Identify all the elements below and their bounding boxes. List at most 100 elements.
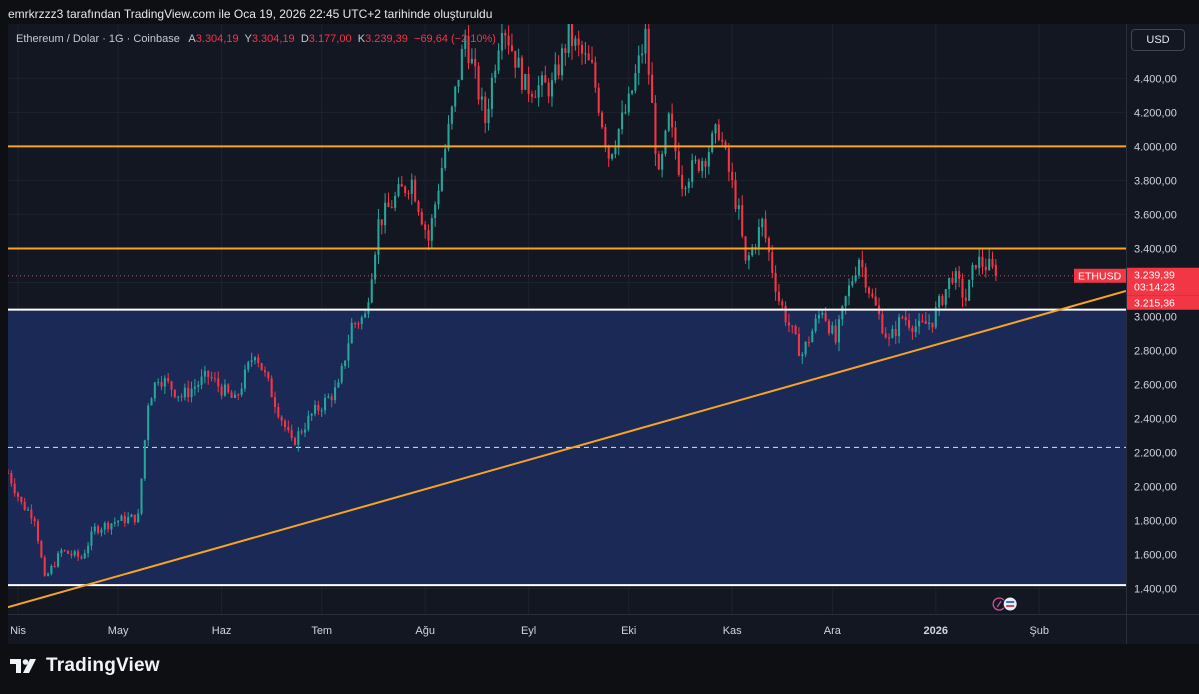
- currency-button[interactable]: USD: [1131, 29, 1185, 51]
- candle-body: [948, 277, 951, 290]
- time-scale[interactable]: Nis May Haz Tem Ağu Eyl Eki Kas Ara 2026 Şub: [8, 614, 1126, 645]
- candle-body: [117, 520, 120, 523]
- candle-body: [594, 62, 597, 88]
- time-tick-label: May: [108, 625, 129, 637]
- candle-body: [644, 28, 647, 54]
- price-tick-label: 2.600,00: [1134, 379, 1177, 391]
- support-price-tag: [1127, 295, 1199, 310]
- candle-body: [701, 160, 704, 171]
- candle-body: [213, 378, 216, 380]
- candle-body: [237, 394, 240, 396]
- candle-body: [964, 297, 967, 301]
- candle-body: [374, 254, 377, 280]
- candle-body: [537, 85, 540, 98]
- candle-body: [971, 264, 974, 280]
- news-icon-band: [1006, 601, 1015, 603]
- candle-body: [814, 318, 817, 332]
- event-flag-icon-mark: [996, 600, 1002, 608]
- candles: [8, 24, 997, 577]
- candle-body: [751, 247, 754, 256]
- candle-body: [157, 382, 160, 384]
- candle-body: [831, 325, 834, 334]
- candle-body: [450, 106, 453, 124]
- candle-body: [233, 394, 236, 398]
- candle-body: [354, 322, 357, 324]
- candle-body: [263, 370, 267, 373]
- candle-body: [397, 184, 400, 196]
- candle-body: [87, 545, 90, 554]
- candle-body: [677, 151, 680, 175]
- candle-body: [183, 387, 186, 398]
- candle-body: [654, 102, 657, 154]
- candle-body: [934, 307, 937, 328]
- change-value: −69,64 (−2,10%): [414, 33, 496, 45]
- news-icon-band: [1006, 605, 1015, 607]
- candle-body: [944, 289, 947, 305]
- candle-body: [827, 320, 831, 334]
- candle-body: [784, 305, 787, 323]
- price-scale[interactable]: 1.400,00 1.600,00 1.800,00 2.000,00 2.200,00…: [1126, 24, 1199, 614]
- candle-body: [210, 376, 213, 379]
- symbol-tag-label: ETHUSD: [1078, 271, 1122, 283]
- low-label: D: [300, 33, 309, 45]
- candle-body: [447, 123, 450, 149]
- price-tick-label: 2.800,00: [1134, 345, 1177, 357]
- candle-body: [891, 329, 894, 338]
- candle-body: [574, 38, 577, 46]
- candle-body: [100, 529, 103, 533]
- candle-body: [190, 388, 193, 398]
- candle-body: [394, 195, 397, 208]
- candle-body: [133, 514, 136, 523]
- candle-body: [140, 478, 143, 514]
- candle-body: [898, 317, 901, 337]
- countdown-value: 03:14:23: [1134, 282, 1175, 294]
- candle-body: [417, 201, 420, 212]
- candle-body: [320, 410, 323, 412]
- symbol-title[interactable]: Ethereum / Dolar · 1G · Coinbase: [16, 33, 180, 45]
- price-tick-label: 2.200,00: [1134, 447, 1177, 459]
- candle-body: [520, 57, 523, 90]
- candle-body: [123, 515, 126, 524]
- candle-body: [627, 93, 630, 113]
- candle-body: [524, 74, 527, 90]
- candle-body: [861, 259, 864, 268]
- candle-body: [590, 60, 594, 63]
- candle-body: [420, 211, 423, 225]
- candle-body: [550, 80, 554, 97]
- candle-body: [167, 378, 170, 382]
- candle-body: [871, 293, 874, 297]
- time-scale-svg: Nis May Haz Tem Ağu Eyl Eki Kas Ara 2026 Şub: [10, 625, 1049, 637]
- candle-body: [310, 413, 313, 416]
- price-tick-label: 3.400,00: [1134, 243, 1177, 255]
- candle-body: [928, 322, 931, 324]
- candle-body: [881, 314, 884, 334]
- candle-body: [10, 472, 13, 484]
- candle-body: [637, 55, 640, 74]
- candle-body: [40, 541, 43, 558]
- candle-body: [37, 521, 40, 542]
- candle-body: [924, 320, 927, 324]
- candle-body: [477, 66, 480, 100]
- candle-body: [767, 238, 770, 253]
- candle-body: [480, 96, 483, 100]
- candle-body: [220, 386, 223, 396]
- candle-body: [180, 396, 183, 398]
- last-price-tag: [1127, 267, 1199, 296]
- candle-body: [894, 329, 897, 337]
- candle-body: [884, 333, 887, 338]
- candle-body: [517, 57, 520, 68]
- candle-body: [207, 370, 210, 377]
- chart-plot-area[interactable]: ETHUSD: [8, 24, 1126, 614]
- candle-body: [674, 127, 677, 152]
- candle-body: [671, 113, 674, 128]
- candle-body: [631, 90, 634, 94]
- candle-body: [961, 278, 964, 298]
- price-chart-svg[interactable]: ETHUSD: [8, 24, 1126, 614]
- candle-body: [153, 382, 156, 399]
- candle-body: [330, 396, 333, 401]
- ohlc-legend: Ethereum / Dolar · 1G · Coinbase A3.304,…: [16, 33, 496, 45]
- candle-body: [337, 382, 340, 388]
- candle-body: [347, 343, 350, 361]
- candle-body: [257, 357, 260, 364]
- candle-body: [584, 53, 587, 55]
